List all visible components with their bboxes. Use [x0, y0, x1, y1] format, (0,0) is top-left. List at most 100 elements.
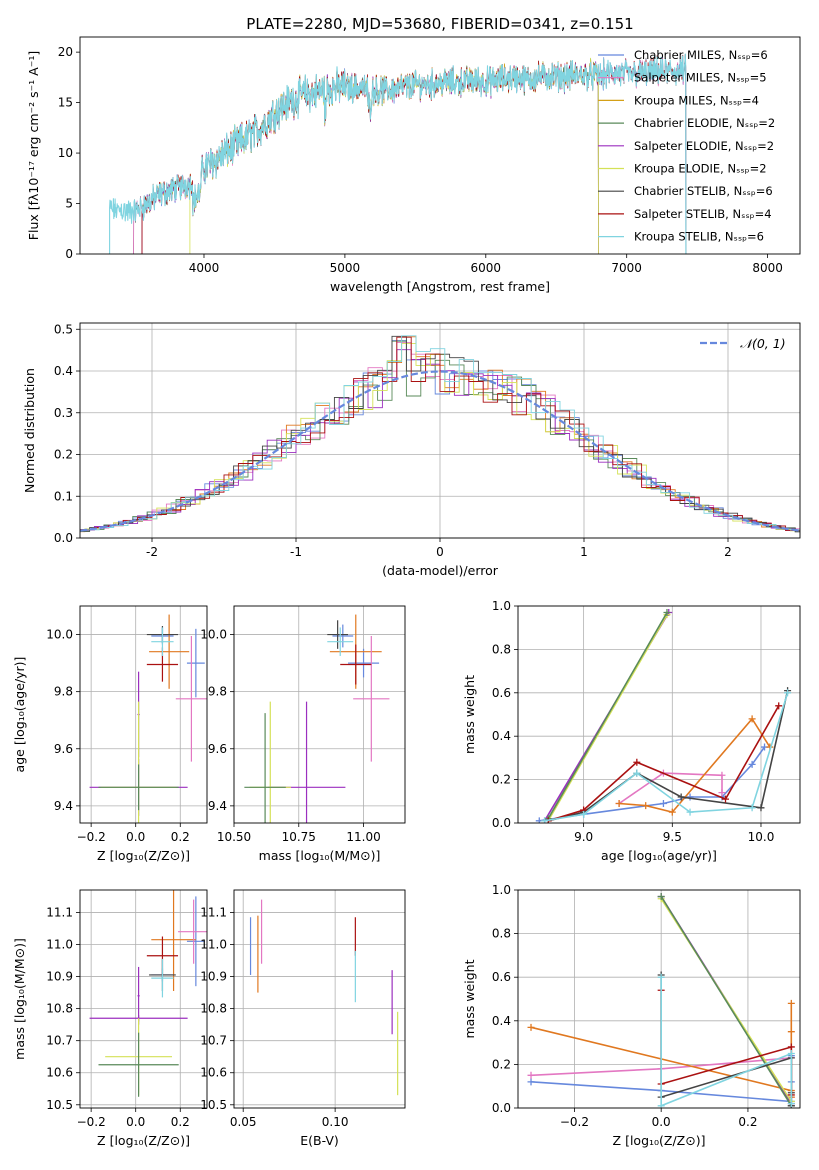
- series-marker: [580, 810, 588, 818]
- y-tick-label: 0.4: [492, 729, 511, 743]
- x-axis-label: (data-model)/error: [382, 563, 499, 578]
- z_mass-axes: −0.2 0.0 0.2 10.5 10.6 10.7 10.8 10.9 11.0 11.1 Z …: [12, 890, 207, 1148]
- series-marker: [527, 1071, 535, 1079]
- y-tick-label: 0.4: [54, 364, 73, 378]
- y-tick-label: 0.0: [492, 816, 511, 830]
- x-tick-label: 11.00: [346, 830, 380, 844]
- errorbar-point: [340, 644, 372, 685]
- y-tick-label: 0.3: [54, 406, 73, 420]
- z_age-frame: [79, 605, 208, 824]
- y-tick-label: 9.8: [208, 685, 227, 699]
- series-marker: [748, 760, 756, 768]
- ebv_mass-axes: 0.05 0.10 10.5 10.6 10.7 10.8 10.9 11.0 11.1 E(B-…: [200, 890, 405, 1148]
- y-tick-label: 9.4: [54, 799, 73, 813]
- x-axis-label: Z [log₁₀(Z/Z⊙)]: [613, 1133, 706, 1148]
- x-tick-label: 10.50: [217, 830, 251, 844]
- residuals-frame: [79, 322, 801, 539]
- y-tick-label: 0.2: [54, 448, 73, 462]
- y-tick-label: 10.5: [200, 1098, 227, 1112]
- series-marker: [657, 893, 665, 901]
- z_age-axes: −0.2 0.0 0.2 9.4 9.6 9.8 10.0 Z [log₁₀(Z/Z⊙)] ag…: [12, 606, 207, 863]
- ebv_mass-errorbars: [249, 899, 399, 1096]
- series-line: [544, 692, 789, 822]
- x-tick-label: 0.05: [230, 1115, 257, 1129]
- errorbar-point: [151, 890, 196, 991]
- legend-entry: Kroupa ELODIE, Nₛₛₚ=2: [634, 162, 767, 176]
- errorbar-point: [151, 958, 174, 998]
- x-axis-label: mass [log₁₀(M/M⊙)]: [259, 848, 381, 863]
- y-tick-label: 10.0: [200, 628, 227, 642]
- legend-entry: Chabrier ELODIE, Nₛₛₚ=2: [634, 116, 775, 130]
- y-tick-label: 9.6: [208, 742, 227, 756]
- y-tick-label: 0.2: [492, 1057, 511, 1071]
- y-tick-label: 10.7: [46, 1034, 73, 1048]
- y-axis-label: age [log₁₀(age/yr)]: [12, 657, 27, 773]
- x-tick-label: 0.0: [126, 1115, 145, 1129]
- x-axis-label: age [log₁₀(age/yr)]: [601, 848, 717, 863]
- age_weight-series: [535, 609, 792, 823]
- x-tick-label: 1: [580, 545, 588, 559]
- y-tick-label: 20: [58, 45, 73, 59]
- x-axis-label: wavelength [Angstrom, rest frame]: [330, 279, 550, 294]
- z_weight-series: [527, 893, 795, 1108]
- series-line: [547, 614, 668, 822]
- series-marker: [541, 817, 549, 823]
- legend-entry: Salpeter ELODIE, Nₛₛₚ=2: [634, 139, 774, 153]
- y-tick-label: 10.7: [200, 1034, 227, 1048]
- errorbar-point: [149, 614, 190, 689]
- x-tick-label: −0.2: [77, 1115, 106, 1129]
- x-tick-label: 7000: [611, 261, 642, 275]
- errorbar-point: [186, 628, 205, 698]
- histogram-step: [80, 335, 800, 532]
- y-tick-label: 10.8: [200, 1002, 227, 1016]
- y-tick-label: 10.9: [200, 970, 227, 984]
- mass_age-axes: 10.50 10.75 11.00 9.4 9.6 9.8 10.0 mass [log₁₀(…: [200, 606, 405, 863]
- x-tick-label: -2: [146, 545, 158, 559]
- spectrum-legend: Chabrier MILES, Nₛₛₚ=6 Salpeter MILES, Nₛ…: [598, 48, 775, 244]
- series-marker: [787, 999, 795, 1007]
- series-marker: [657, 973, 665, 981]
- series-marker: [659, 799, 667, 807]
- x-axis-label: Z [log₁₀(Z/Z⊙)]: [97, 1133, 190, 1148]
- y-tick-label: 11.1: [46, 905, 73, 919]
- y-tick-label: 0.6: [492, 970, 511, 984]
- histogram-bars: [80, 335, 800, 533]
- spectrum-series-line: [109, 53, 687, 254]
- series-line: [548, 690, 789, 822]
- mass_age-errorbars: [244, 614, 390, 823]
- errorbar-point: [244, 713, 286, 823]
- y-tick-label: 0.5: [54, 322, 73, 336]
- series-marker: [615, 799, 623, 807]
- y-axis-label: Normed distribution: [22, 368, 37, 493]
- z_mass-errorbars: [89, 890, 207, 1097]
- series-marker: [787, 1043, 795, 1051]
- x-tick-label: 0: [436, 545, 444, 559]
- series-marker: [757, 804, 765, 812]
- errorbar-point: [332, 624, 354, 648]
- y-tick-label: 11.0: [46, 938, 73, 952]
- spectrum-lines: [109, 53, 687, 254]
- x-tick-label: 0.2: [171, 830, 190, 844]
- series-marker: [686, 793, 694, 801]
- y-axis-label: mass weight: [462, 959, 477, 1038]
- series-marker: [775, 702, 783, 710]
- series-marker: [722, 795, 730, 803]
- errorbar-point: [98, 1032, 179, 1097]
- x-tick-label: −0.2: [560, 1115, 589, 1129]
- errorbar-point: [151, 627, 174, 656]
- y-axis-label: Flux [fλ10⁻¹⁷ erg cm⁻² s⁻¹ A⁻¹]: [26, 51, 41, 240]
- y-tick-label: 11.1: [200, 905, 227, 919]
- ebv_mass-frame: [233, 889, 406, 1109]
- y-tick-label: 0.0: [492, 1101, 511, 1115]
- x-tick-label: 8000: [752, 261, 783, 275]
- x-tick-label: 10.0: [748, 830, 775, 844]
- x-tick-label: 0.2: [171, 1115, 190, 1129]
- series-marker: [748, 715, 756, 723]
- series-marker: [527, 1078, 535, 1086]
- errorbar-point: [327, 627, 354, 656]
- y-tick-label: 0.8: [492, 927, 511, 941]
- series-marker: [787, 1028, 795, 1036]
- x-tick-label: 9.5: [663, 830, 682, 844]
- series-line: [618, 772, 723, 805]
- spectrum-frame: [79, 36, 801, 255]
